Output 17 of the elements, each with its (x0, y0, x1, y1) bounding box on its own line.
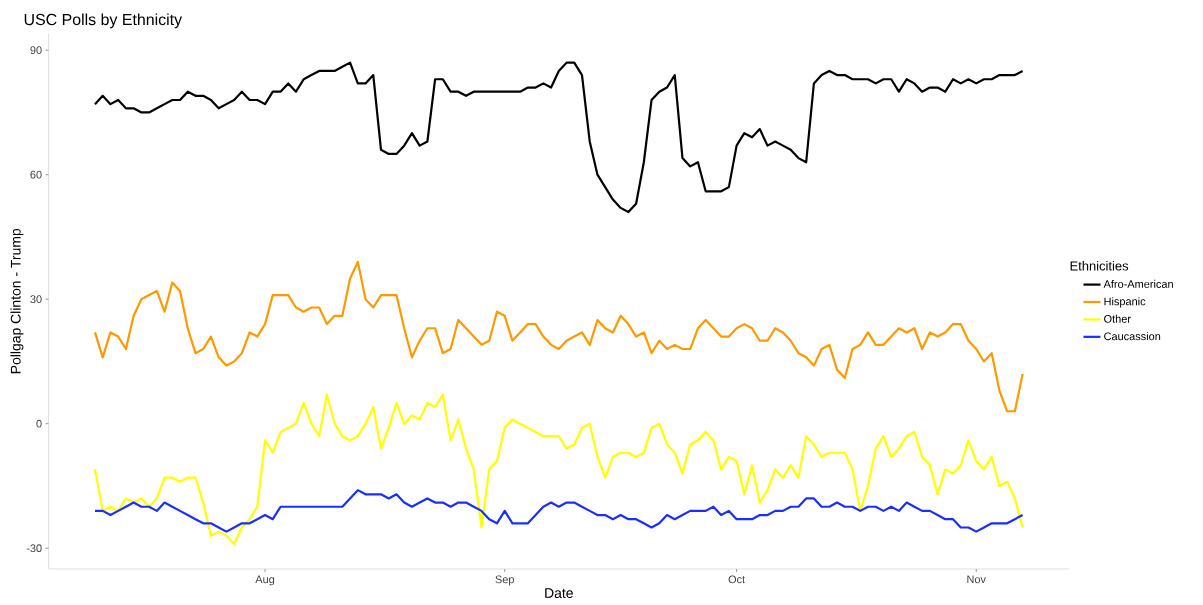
legend-label: Afro-American (1103, 279, 1173, 288)
y-tick-label: 60 (30, 170, 42, 179)
legend-label: Hispanic (1104, 297, 1146, 308)
x-axis-title: Date (545, 588, 573, 599)
x-tick-label: Oct (728, 575, 746, 584)
x-tick-label: Nov (967, 575, 986, 584)
legend-label: Caucassion (1104, 332, 1161, 341)
x-tick-label: Aug (255, 575, 275, 586)
y-tick-label: 90 (30, 46, 42, 55)
y-tick-label: 0 (36, 419, 42, 428)
x-tick-label: Sep (495, 575, 514, 586)
chart-title: USC Polls by Ethnicity (24, 13, 183, 29)
legend-label: Other (1104, 314, 1131, 323)
legend-title: Ethnicities (1070, 261, 1129, 271)
y-tick-label: -30 (26, 544, 42, 553)
y-tick-label: 30 (30, 295, 42, 304)
y-axis-title: Pollgap Clinton - Trump (10, 228, 24, 374)
